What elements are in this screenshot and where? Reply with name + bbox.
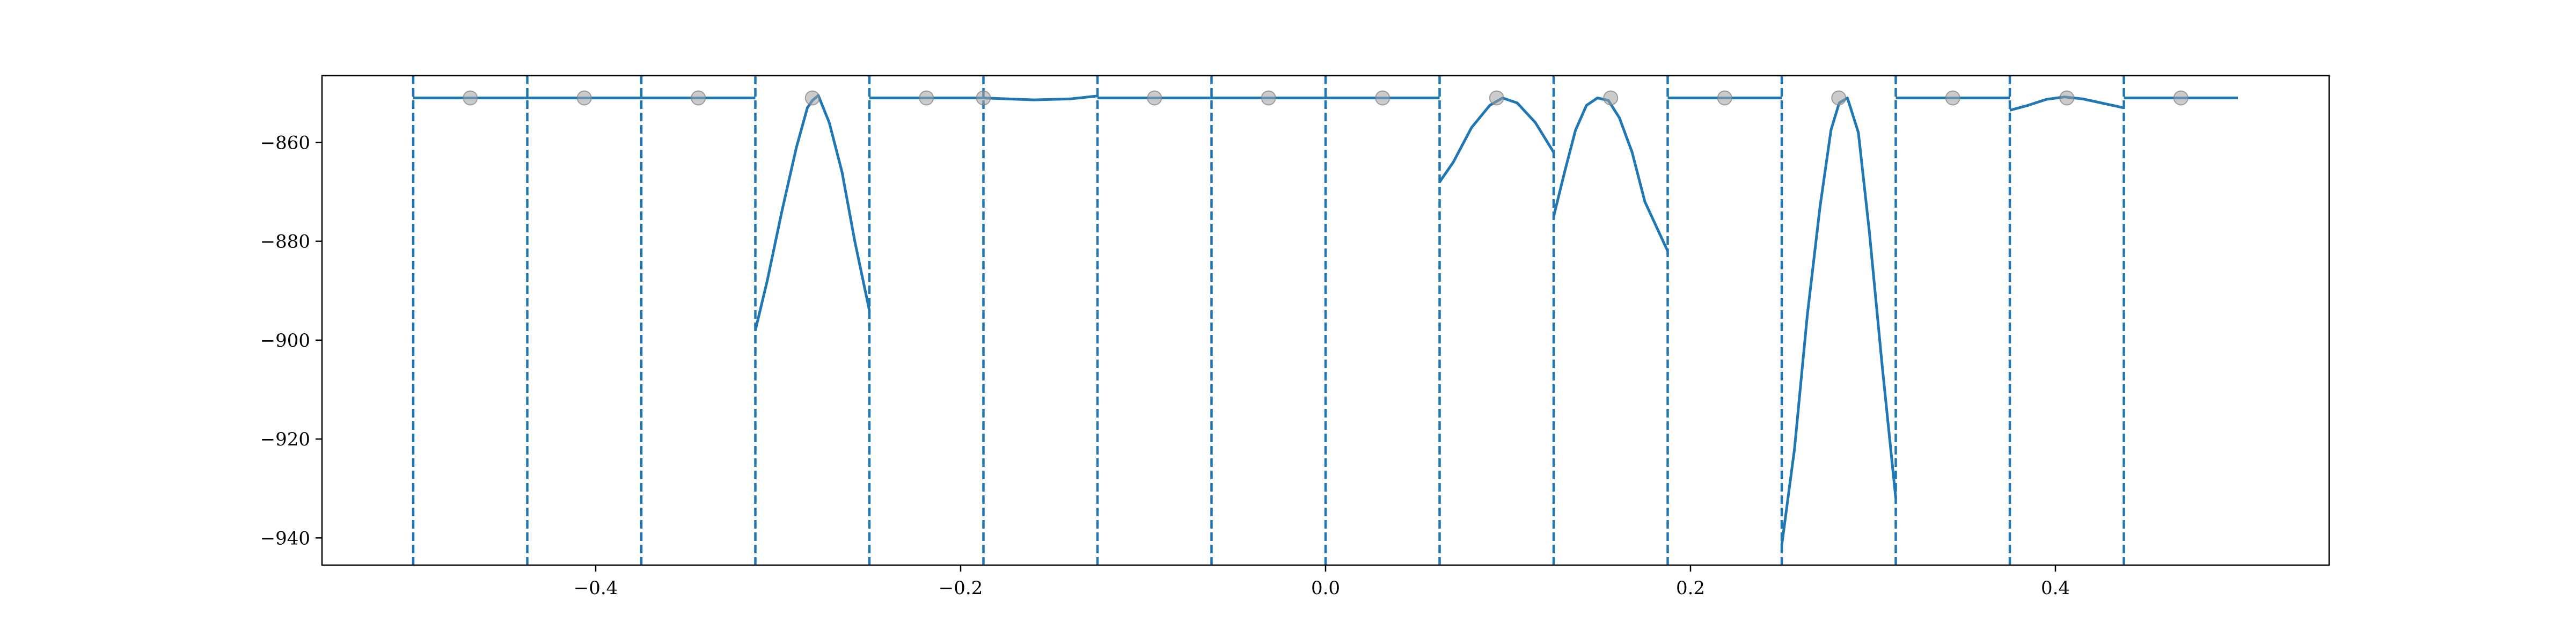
data-point-marker bbox=[1489, 90, 1504, 106]
ticks-layer: −0.4 −0.2 0.0 0.2 0.4 −860 −880 −900 −920 −940 bbox=[260, 132, 2070, 599]
series-line-segment bbox=[983, 94, 1098, 101]
data-point-marker bbox=[1945, 90, 1960, 106]
x-tick-label: 0.2 bbox=[1676, 577, 1705, 599]
y-tick-label: −860 bbox=[260, 132, 310, 153]
x-tick-label: 0.4 bbox=[2041, 577, 2070, 599]
x-tick-label: 0.0 bbox=[1311, 577, 1340, 599]
data-point-marker bbox=[919, 90, 934, 106]
data-point-marker bbox=[691, 90, 706, 106]
data-point-marker bbox=[463, 90, 478, 106]
y-tick-label: −940 bbox=[260, 528, 310, 549]
x-tick-label: −0.4 bbox=[574, 577, 618, 599]
y-tick-label: −920 bbox=[260, 429, 310, 450]
data-point-marker bbox=[1831, 90, 1847, 106]
y-tick-label: −880 bbox=[260, 231, 310, 253]
data-point-marker bbox=[1603, 90, 1619, 106]
plot-content bbox=[412, 76, 2238, 565]
series-line-segment bbox=[1552, 97, 1669, 252]
data-point-marker bbox=[1717, 90, 1732, 106]
data-point-marker bbox=[1147, 90, 1162, 106]
data-point-marker bbox=[2173, 90, 2189, 106]
data-point-marker bbox=[576, 90, 592, 106]
data-point-marker bbox=[1375, 90, 1391, 106]
data-point-marker bbox=[976, 90, 991, 106]
data-point-marker bbox=[804, 90, 820, 106]
y-tick-label: −900 bbox=[260, 330, 310, 352]
data-point-marker bbox=[1261, 90, 1276, 106]
data-point-marker bbox=[2059, 90, 2075, 106]
x-tick-label: −0.2 bbox=[939, 577, 983, 599]
